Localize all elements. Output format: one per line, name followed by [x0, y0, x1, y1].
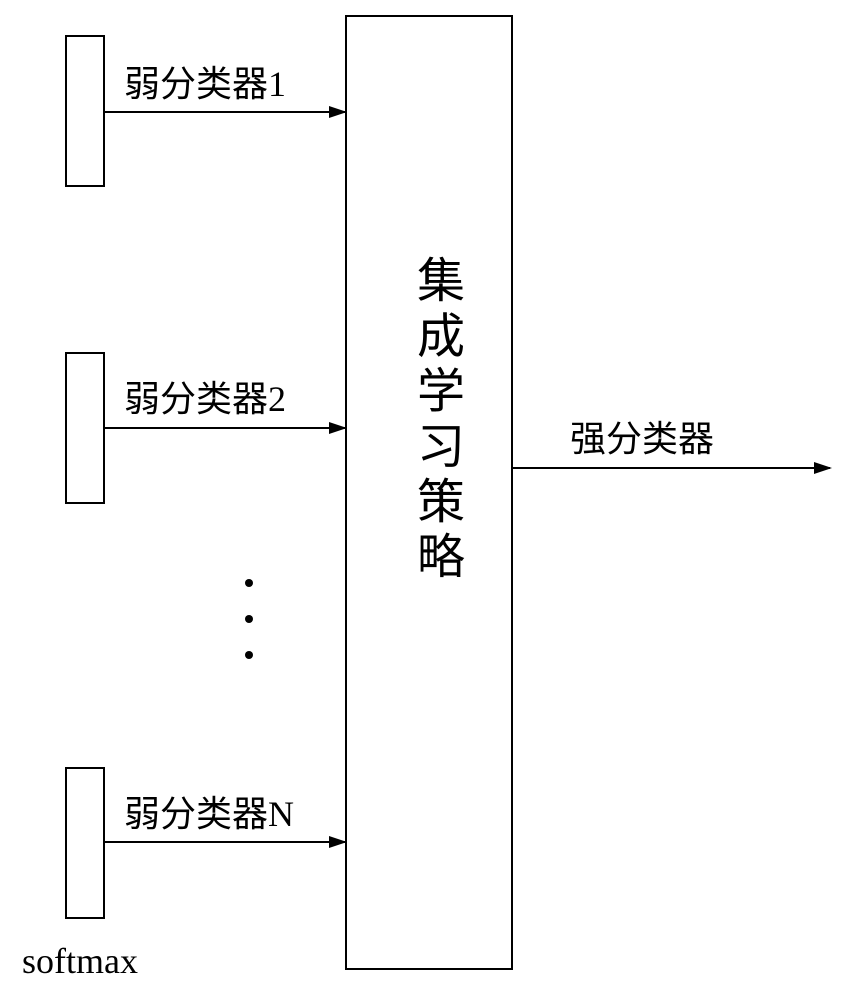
diagram-canvas: 集成学习策略 弱分类器1 弱分类器2 弱分类器N 强分类器 softmax	[0, 0, 856, 1000]
ellipsis-dots	[245, 565, 253, 673]
weak-classifier-1-label: 弱分类器1	[124, 55, 286, 107]
softmax-box-2	[65, 352, 105, 504]
ensemble-label: 集成学习策略	[400, 255, 470, 586]
weak-classifier-n-label: 弱分类器N	[124, 785, 294, 837]
softmax-label: softmax	[22, 940, 138, 982]
weak-classifier-2-label: 弱分类器2	[124, 370, 286, 422]
softmax-box-3	[65, 767, 105, 919]
softmax-box-1	[65, 35, 105, 187]
strong-classifier-label: 强分类器	[570, 410, 714, 462]
